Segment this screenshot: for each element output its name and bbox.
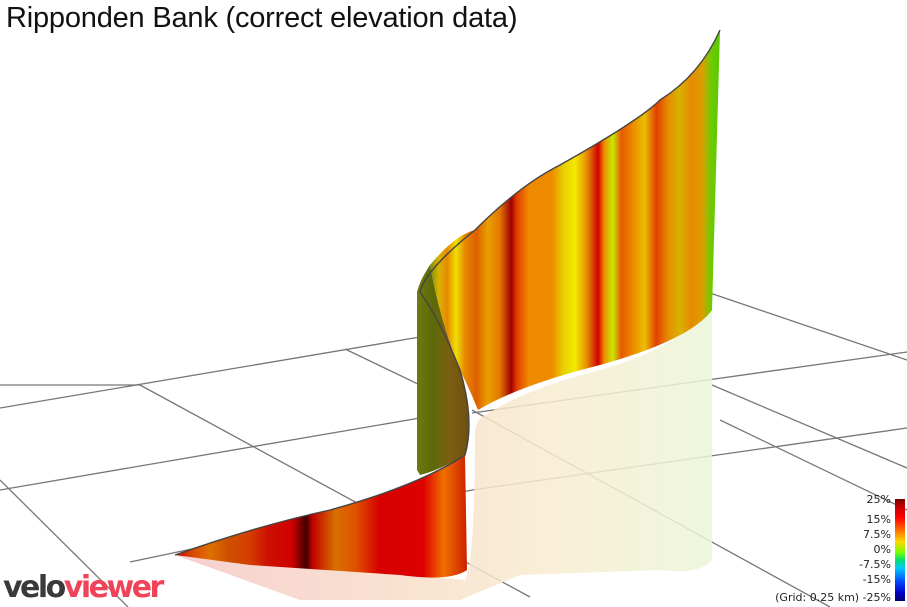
legend-label-neg-15: -15% [862, 573, 891, 586]
legend-label-grid-neg-25: (Grid: 0.25 km) -25% [775, 591, 891, 604]
logo-viewer: viewer [63, 570, 165, 605]
chart-title: Ripponden Bank (correct elevation data) [6, 2, 518, 34]
ribbon-lower-section [175, 455, 467, 578]
legend-label-7-5: 7.5% [863, 528, 891, 541]
veloviewer-logo[interactable]: veloviewer [3, 570, 165, 605]
logo-velo: velo [3, 570, 66, 605]
gradient-colorbar-legend: 25% 15% 7.5% 0% -7.5% -15% (Grid: 0.25 k… [757, 493, 907, 605]
legend-label-15: 15% [866, 513, 891, 526]
ribbon-reflection [175, 300, 712, 600]
ribbon-turn-section [417, 265, 469, 475]
legend-label-0: 0% [873, 543, 891, 556]
legend-label-25: 25% [866, 493, 891, 506]
ribbon-top-outline [174, 29, 721, 556]
gradient-colorbar [895, 499, 905, 601]
legend-label-neg-7-5: -7.5% [859, 558, 891, 571]
ribbon-main-climb [430, 30, 720, 410]
